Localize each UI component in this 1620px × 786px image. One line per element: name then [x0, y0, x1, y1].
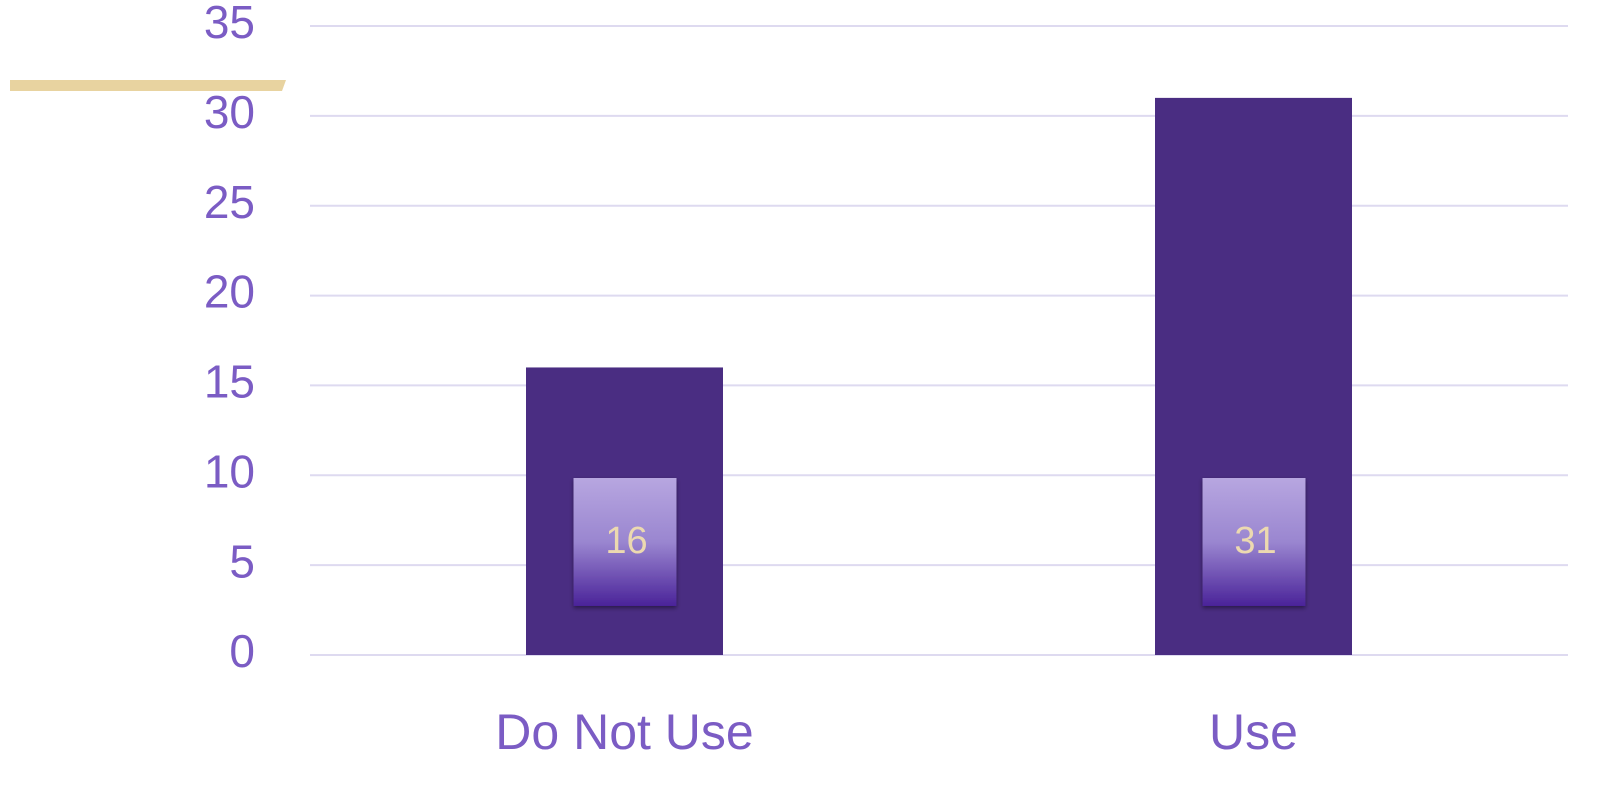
y-tick-label: 0: [229, 625, 255, 677]
decor-line: [10, 80, 286, 91]
y-tick-label: 20: [204, 266, 255, 318]
y-tick-label: 35: [204, 0, 255, 48]
y-tick-label: 15: [204, 356, 255, 408]
y-tick-label: 25: [204, 176, 255, 228]
data-label-box: [573, 478, 677, 606]
y-tick-label: 10: [204, 445, 255, 497]
y-tick-label: 30: [204, 86, 255, 138]
data-label: 31: [1234, 520, 1276, 562]
data-label-box: [1202, 478, 1306, 606]
data-label: 16: [605, 520, 647, 562]
x-tick-label: Use: [1209, 704, 1298, 760]
y-tick-label: 5: [229, 535, 255, 587]
x-tick-label: Do Not Use: [495, 704, 753, 760]
